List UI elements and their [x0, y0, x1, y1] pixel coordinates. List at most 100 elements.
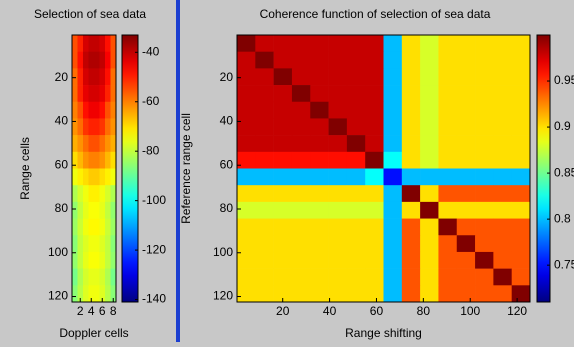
heat-cell	[291, 51, 311, 69]
heat-cell	[493, 135, 512, 153]
heat-cell	[110, 285, 117, 303]
heat-cell	[77, 218, 84, 236]
heat-cell	[475, 168, 494, 186]
heat-cell	[77, 285, 84, 303]
y-tick-label: 40	[55, 114, 69, 128]
heat-cell	[110, 135, 117, 153]
heat-cell	[511, 35, 531, 52]
heat-cell	[255, 168, 274, 186]
heat-cell	[346, 185, 366, 203]
heat-cell	[105, 35, 111, 52]
heat-cell	[383, 151, 403, 169]
heat-cell	[401, 85, 421, 103]
heat-cell	[365, 185, 384, 203]
heat-cell	[346, 151, 366, 169]
heat-cell	[99, 268, 106, 286]
heat-cell	[94, 268, 100, 286]
heat-cell	[94, 185, 100, 203]
heat-cell	[99, 135, 106, 153]
heat-cell	[310, 235, 329, 253]
heat-cell	[310, 151, 329, 169]
heat-cell	[72, 151, 78, 169]
heat-cell	[420, 68, 439, 86]
heat-cell	[255, 118, 274, 136]
heat-cell	[420, 268, 439, 286]
y-tick-label: 60	[220, 157, 234, 171]
heat-cell	[365, 85, 384, 103]
y-tick-label: 120	[213, 289, 233, 303]
heat-cell	[475, 151, 494, 169]
heat-cell	[291, 235, 311, 253]
heat-cell	[493, 68, 512, 86]
heat-cell	[310, 251, 329, 269]
x-axis-label: Doppler cells	[59, 326, 128, 340]
heat-cell	[438, 201, 458, 219]
heat-cell	[99, 151, 106, 169]
heat-cell	[88, 218, 95, 236]
heat-cell	[456, 168, 476, 186]
heat-cell	[88, 285, 95, 303]
heat-cell	[88, 118, 95, 136]
heat-cell	[99, 118, 106, 136]
heat-cell	[72, 235, 78, 253]
heat-cell	[365, 218, 384, 236]
heat-cell	[383, 268, 403, 286]
heat-cell	[237, 85, 256, 103]
heat-cell	[456, 235, 476, 253]
heat-cell	[401, 218, 421, 236]
heat-cell	[72, 135, 78, 153]
heat-cell	[401, 285, 421, 303]
heat-cell	[365, 201, 384, 219]
heat-cell	[401, 51, 421, 69]
heat-cell	[365, 68, 384, 86]
heat-cell	[255, 101, 274, 119]
x-tick-label: 100	[460, 304, 480, 318]
x-tick-label: 120	[507, 304, 527, 318]
heat-cell	[310, 185, 329, 203]
heat-cell	[291, 151, 311, 169]
heat-cell	[328, 218, 348, 236]
heat-cell	[310, 85, 329, 103]
heat-cell	[72, 285, 78, 303]
heat-cell	[456, 201, 476, 219]
heat-cell	[438, 285, 458, 303]
heat-cell	[328, 251, 348, 269]
heat-cell	[255, 151, 274, 169]
heat-cell	[72, 68, 78, 86]
heat-cell	[328, 35, 348, 52]
heat-cell	[456, 268, 476, 286]
heat-cell	[401, 168, 421, 186]
heat-cell	[255, 285, 274, 303]
heat-cell	[511, 135, 531, 153]
colorbar-tick-label: 0.85	[554, 165, 574, 179]
heat-cell	[420, 35, 439, 52]
heat-cell	[255, 251, 274, 269]
y-tick-label: 80	[220, 201, 234, 215]
heat-cell	[291, 185, 311, 203]
heat-cell	[88, 68, 95, 86]
heat-cell	[88, 185, 95, 203]
heat-cell	[83, 68, 89, 86]
heat-cell	[77, 51, 84, 69]
heat-cell	[328, 101, 348, 119]
colorbar	[121, 34, 139, 303]
heat-cell	[77, 235, 84, 253]
x-tick-label: 4	[88, 304, 95, 318]
heat-cell	[493, 201, 512, 219]
heat-cell	[365, 51, 384, 69]
heat-cell	[72, 35, 78, 52]
heat-cell	[88, 201, 95, 219]
heat-cell	[365, 235, 384, 253]
heat-cell	[475, 118, 494, 136]
heat-cell	[475, 35, 494, 52]
heat-cell	[511, 235, 531, 253]
heat-cell	[83, 251, 89, 269]
heat-cell	[511, 68, 531, 86]
heat-cell	[401, 268, 421, 286]
heat-cell	[94, 251, 100, 269]
heat-cell	[328, 85, 348, 103]
heat-cell	[420, 101, 439, 119]
heat-cell	[383, 235, 403, 253]
heat-cell	[291, 168, 311, 186]
